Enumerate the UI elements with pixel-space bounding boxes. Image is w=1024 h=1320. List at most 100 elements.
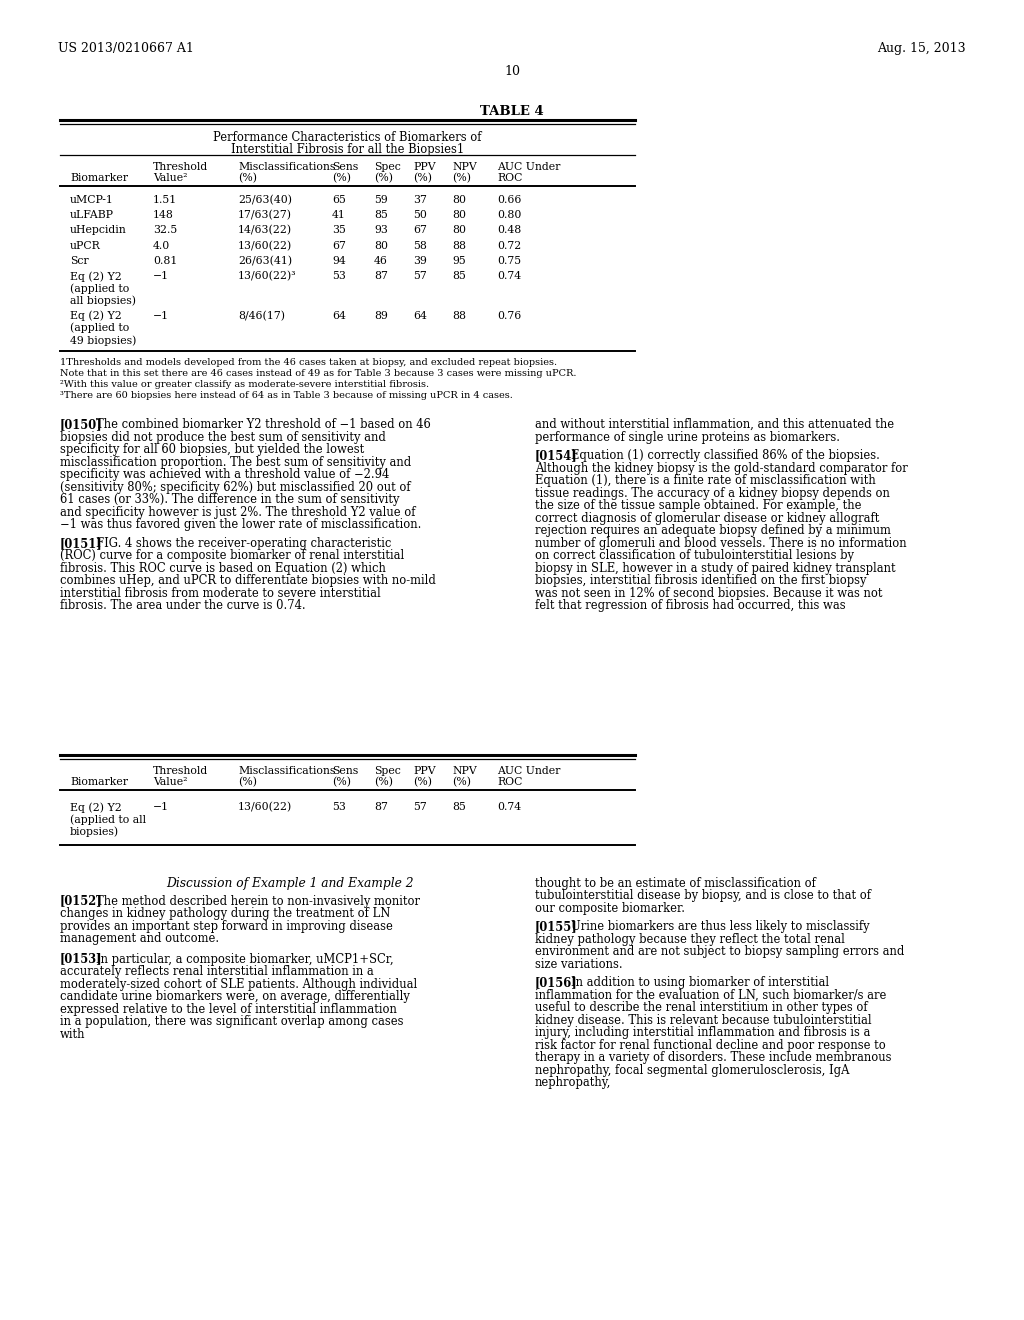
Text: 57: 57	[413, 803, 427, 812]
Text: (applied to: (applied to	[70, 284, 129, 294]
Text: 88: 88	[452, 310, 466, 321]
Text: biopsies): biopsies)	[70, 826, 119, 837]
Text: PPV: PPV	[413, 162, 435, 172]
Text: 61 cases (or 33%). The difference in the sum of sensitivity: 61 cases (or 33%). The difference in the…	[60, 494, 399, 506]
Text: (%): (%)	[452, 777, 471, 787]
Text: (%): (%)	[332, 777, 351, 787]
Text: biopsies, interstitial fibrosis identified on the first biopsy: biopsies, interstitial fibrosis identifi…	[535, 574, 866, 587]
Text: 4.0: 4.0	[153, 240, 170, 251]
Text: Misclassifications: Misclassifications	[238, 162, 336, 172]
Text: (%): (%)	[238, 173, 257, 183]
Text: Eq (2) Y2: Eq (2) Y2	[70, 803, 122, 813]
Text: 0.80: 0.80	[497, 210, 521, 220]
Text: (%): (%)	[452, 173, 471, 183]
Text: 0.74: 0.74	[497, 271, 521, 281]
Text: management and outcome.: management and outcome.	[60, 932, 219, 945]
Text: Although the kidney biopsy is the gold-standard comparator for: Although the kidney biopsy is the gold-s…	[535, 462, 907, 475]
Text: (%): (%)	[238, 777, 257, 787]
Text: [0154]: [0154]	[535, 449, 578, 462]
Text: nephropathy, focal segmental glomerulosclerosis, IgA: nephropathy, focal segmental glomerulosc…	[535, 1064, 849, 1077]
Text: TABLE 4: TABLE 4	[480, 106, 544, 117]
Text: PPV: PPV	[413, 766, 435, 776]
Text: (%): (%)	[413, 173, 432, 183]
Text: and specificity however is just 2%. The threshold Y2 value of: and specificity however is just 2%. The …	[60, 506, 416, 519]
Text: on correct classification of tubulointerstitial lesions by: on correct classification of tubulointer…	[535, 549, 854, 562]
Text: 64: 64	[413, 310, 427, 321]
Text: 0.72: 0.72	[497, 240, 521, 251]
Text: Value²: Value²	[153, 777, 187, 787]
Text: 49 biopsies): 49 biopsies)	[70, 335, 136, 346]
Text: number of glomeruli and blood vessels. There is no information: number of glomeruli and blood vessels. T…	[535, 537, 906, 549]
Text: 1.51: 1.51	[153, 195, 177, 205]
Text: 80: 80	[452, 195, 466, 205]
Text: performance of single urine proteins as biomarkers.: performance of single urine proteins as …	[535, 430, 840, 444]
Text: The combined biomarker Y2 threshold of −1 based on 46: The combined biomarker Y2 threshold of −…	[96, 418, 431, 432]
Text: biopsies did not produce the best sum of sensitivity and: biopsies did not produce the best sum of…	[60, 430, 386, 444]
Text: −1: −1	[153, 271, 169, 281]
Text: 0.66: 0.66	[497, 195, 521, 205]
Text: [0155]: [0155]	[535, 920, 578, 933]
Text: injury, including interstitial inflammation and fibrosis is a: injury, including interstitial inflammat…	[535, 1026, 870, 1039]
Text: specificity was achieved with a threshold value of −2.94: specificity was achieved with a threshol…	[60, 469, 389, 482]
Text: Performance Characteristics of Biomarkers of: Performance Characteristics of Biomarker…	[213, 131, 481, 144]
Text: ROC: ROC	[497, 777, 522, 787]
Text: −1 was thus favored given the lower rate of misclassification.: −1 was thus favored given the lower rate…	[60, 519, 421, 531]
Text: 0.76: 0.76	[497, 310, 521, 321]
Text: fibrosis. This ROC curve is based on Equation (2) which: fibrosis. This ROC curve is based on Equ…	[60, 562, 386, 574]
Text: Equation (1) correctly classified 86% of the biopsies.: Equation (1) correctly classified 86% of…	[571, 449, 880, 462]
Text: changes in kidney pathology during the treatment of LN: changes in kidney pathology during the t…	[60, 907, 390, 920]
Text: 65: 65	[332, 195, 346, 205]
Text: Eq (2) Y2: Eq (2) Y2	[70, 271, 122, 281]
Text: kidney disease. This is relevant because tubulointerstitial: kidney disease. This is relevant because…	[535, 1014, 871, 1027]
Text: 88: 88	[452, 240, 466, 251]
Text: (applied to: (applied to	[70, 323, 129, 334]
Text: 53: 53	[332, 271, 346, 281]
Text: [0156]: [0156]	[535, 975, 578, 989]
Text: Spec: Spec	[374, 766, 400, 776]
Text: accurately reflects renal interstitial inflammation in a: accurately reflects renal interstitial i…	[60, 965, 374, 978]
Text: AUC Under: AUC Under	[497, 162, 560, 172]
Text: 148: 148	[153, 210, 174, 220]
Text: 57: 57	[413, 271, 427, 281]
Text: with: with	[60, 1027, 85, 1040]
Text: risk factor for renal functional decline and poor response to: risk factor for renal functional decline…	[535, 1039, 886, 1052]
Text: 14/63(22): 14/63(22)	[238, 226, 292, 236]
Text: 8/46(17): 8/46(17)	[238, 310, 285, 321]
Text: 13/60(22)³: 13/60(22)³	[238, 271, 297, 281]
Text: (%): (%)	[332, 173, 351, 183]
Text: environment and are not subject to biopsy sampling errors and: environment and are not subject to biops…	[535, 945, 904, 958]
Text: 0.74: 0.74	[497, 803, 521, 812]
Text: 94: 94	[332, 256, 346, 265]
Text: 64: 64	[332, 310, 346, 321]
Text: 80: 80	[374, 240, 388, 251]
Text: was not seen in 12% of second biopsies. Because it was not: was not seen in 12% of second biopsies. …	[535, 586, 883, 599]
Text: 13/60(22): 13/60(22)	[238, 240, 292, 251]
Text: tubulointerstitial disease by biopsy, and is close to that of: tubulointerstitial disease by biopsy, an…	[535, 890, 871, 902]
Text: 25/63(40): 25/63(40)	[238, 195, 292, 206]
Text: Biomarker: Biomarker	[70, 173, 128, 183]
Text: Aug. 15, 2013: Aug. 15, 2013	[878, 42, 966, 55]
Text: 41: 41	[332, 210, 346, 220]
Text: 87: 87	[374, 271, 388, 281]
Text: 89: 89	[374, 310, 388, 321]
Text: Sens: Sens	[332, 766, 358, 776]
Text: 39: 39	[413, 256, 427, 265]
Text: 1Thresholds and models developed from the 46 cases taken at biopsy, and excluded: 1Thresholds and models developed from th…	[60, 358, 557, 367]
Text: [0152]: [0152]	[60, 895, 102, 908]
Text: 17/63(27): 17/63(27)	[238, 210, 292, 220]
Text: 50: 50	[413, 210, 427, 220]
Text: [0153]: [0153]	[60, 953, 102, 966]
Text: useful to describe the renal interstitium in other types of: useful to describe the renal interstitiu…	[535, 1001, 867, 1014]
Text: Interstitial Fibrosis for all the Biopsies1: Interstitial Fibrosis for all the Biopsi…	[230, 143, 464, 156]
Text: 13/60(22): 13/60(22)	[238, 803, 292, 812]
Text: AUC Under: AUC Under	[497, 766, 560, 776]
Text: expressed relative to the level of interstitial inflammation: expressed relative to the level of inter…	[60, 1003, 397, 1015]
Text: Discussion of Example 1 and Example 2: Discussion of Example 1 and Example 2	[166, 876, 414, 890]
Text: the size of the tissue sample obtained. For example, the: the size of the tissue sample obtained. …	[535, 499, 861, 512]
Text: thought to be an estimate of misclassification of: thought to be an estimate of misclassifi…	[535, 876, 816, 890]
Text: kidney pathology because they reflect the total renal: kidney pathology because they reflect th…	[535, 933, 845, 945]
Text: uHepcidin: uHepcidin	[70, 226, 127, 235]
Text: Value²: Value²	[153, 173, 187, 183]
Text: In particular, a composite biomarker, uMCP1+SCr,: In particular, a composite biomarker, uM…	[96, 953, 393, 966]
Text: Note that in this set there are 46 cases instead of 49 as for Table 3 because 3 : Note that in this set there are 46 cases…	[60, 370, 577, 379]
